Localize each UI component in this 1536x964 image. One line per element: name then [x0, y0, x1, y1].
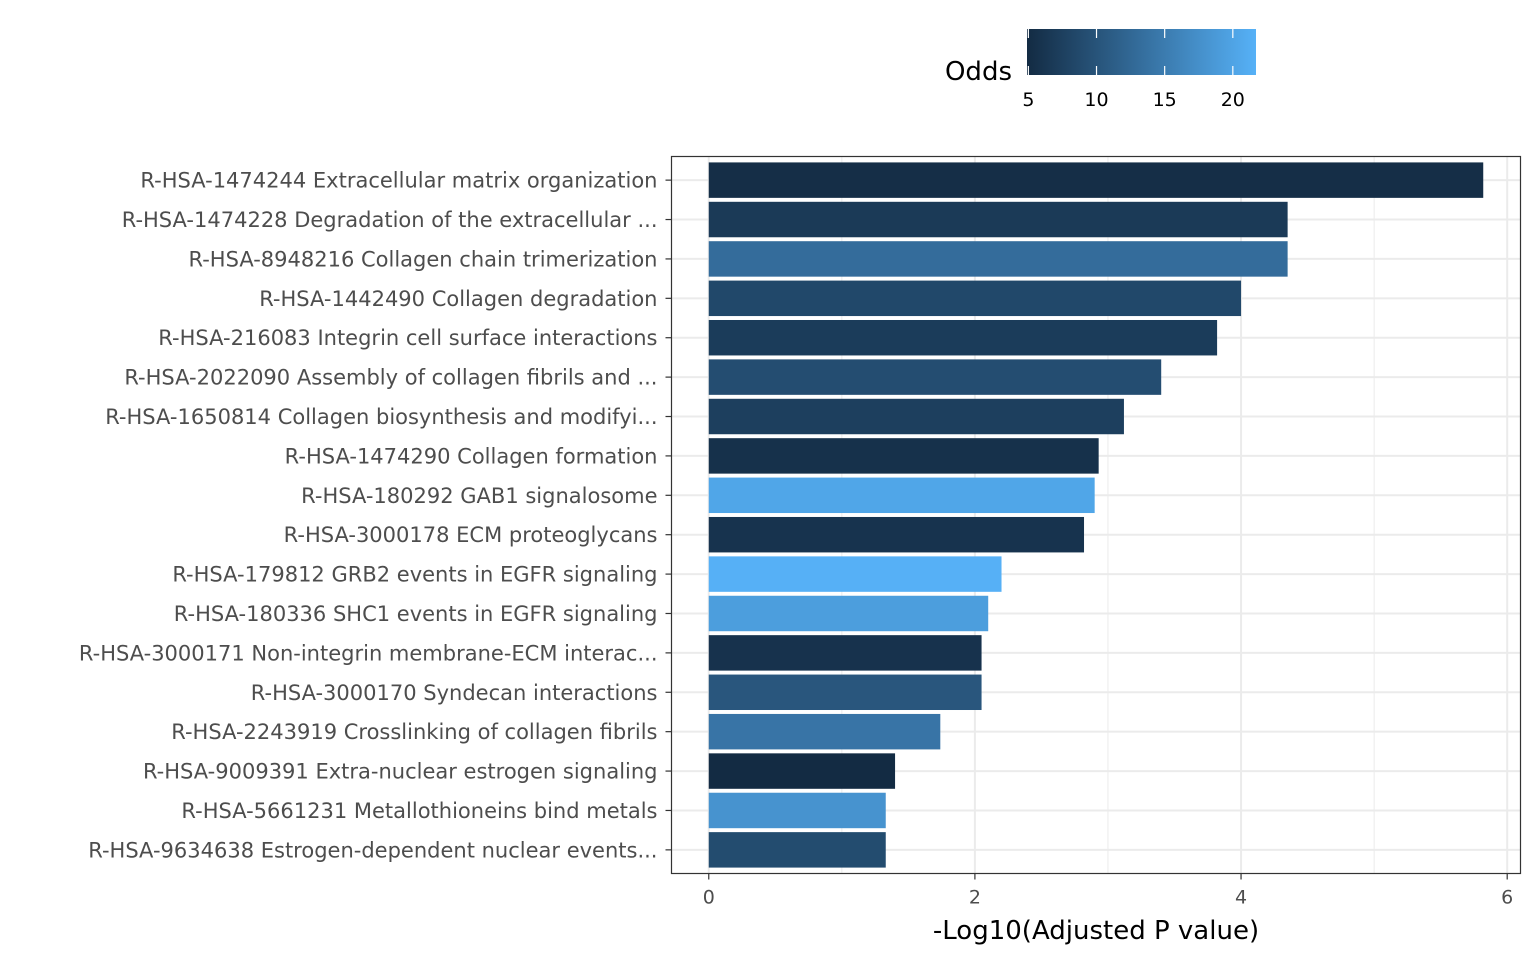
y-tick-label: R-HSA-1474228 Degradation of the extrace…: [122, 208, 658, 232]
bar: [708, 713, 941, 750]
colorbar-tick-label: 5: [1022, 89, 1034, 111]
bar: [708, 832, 886, 868]
colorbar-tick-label: 15: [1153, 89, 1177, 111]
y-tick-label: R-HSA-9634638 Estrogen-dependent nuclear…: [88, 838, 657, 862]
plot-panel: [670, 155, 1522, 875]
y-tick-label: R-HSA-1650814 Collagen biosynthesis and …: [105, 405, 657, 429]
legend-title: Odds: [945, 57, 1012, 87]
y-axis: R-HSA-1474244 Extracellular matrix organ…: [79, 169, 672, 862]
y-tick-label: R-HSA-3000171 Non-integrin membrane-ECM …: [79, 641, 658, 665]
x-axis: 0 2 4 6: [703, 873, 1513, 909]
bar: [708, 359, 1162, 395]
y-tick-label: R-HSA-8948216 Collagen chain trimerizati…: [188, 247, 657, 271]
x-tick-label: 4: [1235, 887, 1247, 909]
y-tick-label: R-HSA-3000170 Syndecan interactions: [251, 681, 658, 705]
y-tick-label: R-HSA-180292 GAB1 signalosome: [301, 484, 657, 508]
x-tick-label: 2: [969, 887, 981, 909]
bar: [708, 201, 1288, 238]
bar: [708, 753, 896, 789]
y-tick-label: R-HSA-5661231 Metallothioneins bind meta…: [181, 799, 657, 823]
x-tick-label: 0: [703, 887, 715, 909]
y-tick-label: R-HSA-1474290 Collagen formation: [285, 444, 658, 468]
x-tick-label: 6: [1501, 887, 1513, 909]
bar: [708, 438, 1099, 474]
y-tick-label: R-HSA-1474244 Extracellular matrix organ…: [140, 169, 657, 193]
y-tick-label: R-HSA-9009391 Extra-nuclear estrogen sig…: [143, 760, 658, 784]
y-tick-label: R-HSA-2022090 Assembly of collagen fibri…: [124, 366, 657, 390]
bars: [708, 162, 1484, 868]
bar: [708, 595, 989, 632]
y-tick-label: R-HSA-180336 SHC1 events in EGFR signali…: [174, 602, 658, 626]
bar: [708, 162, 1484, 198]
bar: [708, 319, 1218, 356]
panel-border: [670, 155, 1522, 875]
bar: [708, 674, 982, 711]
y-tick-label: R-HSA-1442490 Collagen degradation: [259, 287, 657, 311]
legend: Odds 5 10 15 20: [945, 29, 1256, 111]
colorbar-tick-label: 10: [1084, 89, 1108, 111]
bar: [708, 398, 1124, 435]
y-tick-label: R-HSA-179812 GRB2 events in EGFR signali…: [172, 563, 657, 587]
legend-ticks: 5 10 15 20: [1022, 29, 1245, 111]
bar: [708, 241, 1288, 277]
bar: [708, 556, 1002, 592]
bar: [708, 516, 1085, 553]
colorbar-tick-label: 20: [1221, 89, 1245, 111]
x-axis-title: -Log10(Adjusted P value): [933, 916, 1259, 946]
bar: [708, 792, 886, 829]
bar: [708, 280, 1242, 317]
y-tick-label: R-HSA-216083 Integrin cell surface inter…: [158, 326, 657, 350]
colorbar: [1027, 29, 1256, 75]
y-tick-label: R-HSA-2243919 Crosslinking of collagen f…: [171, 720, 657, 744]
y-tick-label: R-HSA-3000178 ECM proteoglycans: [284, 523, 658, 547]
bar: [708, 635, 982, 671]
bar: [708, 477, 1095, 514]
